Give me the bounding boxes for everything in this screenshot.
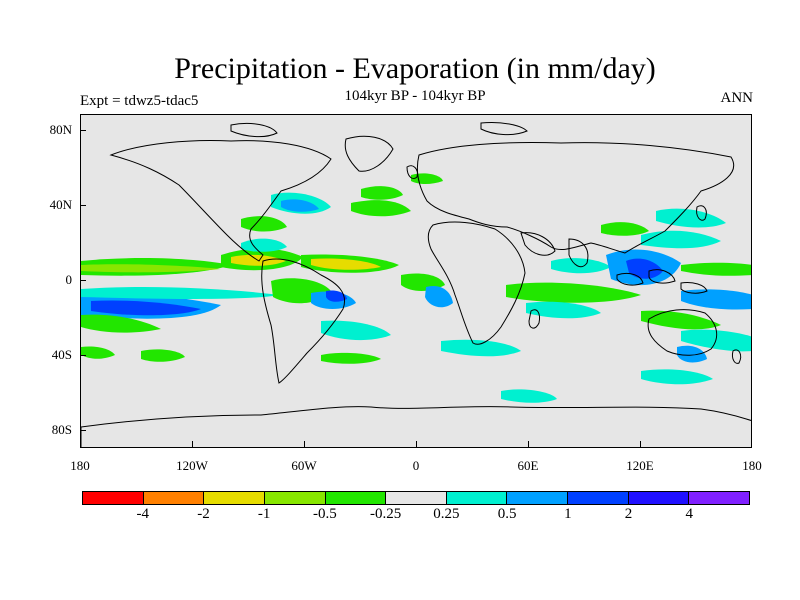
lon-tick (192, 441, 193, 448)
lon-tick (416, 441, 417, 448)
experiment-label: Expt = tdwz5-tdac5 (80, 93, 199, 109)
colorbar-swatch (143, 492, 205, 504)
colorbar-swatch (386, 492, 447, 504)
lat-label-0: 0 (65, 272, 73, 287)
colorbar-swatch (628, 492, 690, 504)
colorbar-swatch (446, 492, 508, 504)
colorbar-label: -1 (257, 506, 271, 522)
colorbar (82, 491, 750, 505)
lat-tick (80, 430, 86, 431)
world-map (80, 114, 752, 448)
colorbar-label: -2 (197, 506, 210, 522)
lon-label-180e: 180 (742, 458, 762, 473)
lon-tick (528, 441, 529, 448)
lon-label-120w: 120W (176, 458, 208, 473)
field-shading (81, 173, 751, 403)
colorbar-label: 0.5 (497, 506, 517, 522)
colorbar-swatch (568, 492, 629, 504)
lon-label-180w: 180 (70, 458, 90, 473)
lat-tick (80, 355, 86, 356)
colorbar-label: 4 (685, 506, 694, 522)
coastlines (81, 122, 751, 447)
lon-tick (640, 441, 641, 448)
season-label: ANN (720, 90, 754, 106)
colorbar-label: -0.25 (370, 506, 402, 522)
colorbar-swatch (325, 492, 387, 504)
lon-tick (304, 441, 305, 448)
lat-tick (80, 130, 86, 131)
lat-label-40n: 40N (49, 197, 72, 212)
lat-tick (80, 205, 86, 206)
lat-tick (80, 280, 86, 281)
map-canvas (81, 122, 751, 447)
colorbar-label: 2 (624, 506, 633, 522)
plot-title: Precipitation - Evaporation (in mm/day) (174, 52, 656, 85)
colorbar-swatch (204, 492, 265, 504)
colorbar-swatch (83, 492, 144, 504)
colorbar-swatch (689, 492, 750, 504)
lat-label-80s: 80S (51, 422, 72, 437)
lat-label-40s: 40S (51, 347, 72, 362)
colorbar-label: 1 (564, 506, 572, 522)
lon-label-60w: 60W (291, 458, 317, 473)
colorbar-label: -4 (136, 506, 149, 522)
lon-label-60e: 60E (517, 458, 539, 473)
colorbar-label: 0.25 (433, 506, 460, 522)
colorbar-label: -0.5 (313, 506, 337, 522)
colorbar-swatch (507, 492, 569, 504)
lat-label-80n: 80N (49, 122, 72, 137)
lon-label-0: 0 (412, 458, 420, 473)
lon-label-120e: 120E (626, 458, 654, 473)
colorbar-swatch (264, 492, 326, 504)
plot-subtitle: 104kyr BP - 104kyr BP (344, 88, 486, 104)
